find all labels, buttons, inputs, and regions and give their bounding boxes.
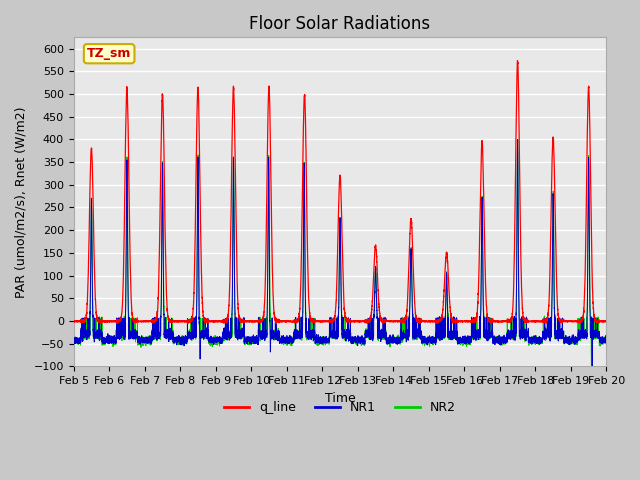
- NR1: [70, 338, 77, 344]
- NR1: [322, 337, 330, 343]
- NR1: [251, 340, 259, 346]
- Title: Floor Solar Radiations: Floor Solar Radiations: [250, 15, 431, 33]
- NR1: [580, 334, 588, 339]
- NR1: [459, 337, 467, 343]
- X-axis label: Time: Time: [324, 392, 355, 405]
- q_line: [251, 319, 259, 324]
- Y-axis label: PAR (umol/m2/s), Rnet (W/m2): PAR (umol/m2/s), Rnet (W/m2): [15, 106, 28, 298]
- q_line: [273, 321, 280, 327]
- NR1: [573, 337, 581, 343]
- NR1: [474, 329, 482, 335]
- q_line: [460, 319, 467, 324]
- NR1: [514, 137, 522, 143]
- q_line: [602, 319, 610, 324]
- NR2: [588, 362, 595, 368]
- q_line: [514, 58, 522, 63]
- Line: q_line: q_line: [74, 60, 606, 324]
- NR2: [514, 137, 522, 143]
- q_line: [580, 302, 588, 308]
- NR1: [602, 334, 610, 340]
- Text: TZ_sm: TZ_sm: [87, 47, 131, 60]
- NR2: [474, 332, 482, 338]
- q_line: [573, 318, 581, 324]
- Line: NR2: NR2: [74, 140, 606, 365]
- q_line: [474, 295, 482, 300]
- NR2: [459, 337, 467, 343]
- NR2: [70, 338, 77, 344]
- Line: NR1: NR1: [74, 140, 606, 366]
- NR2: [602, 338, 610, 344]
- NR2: [322, 341, 330, 347]
- Legend: q_line, NR1, NR2: q_line, NR1, NR2: [220, 396, 461, 420]
- NR2: [573, 339, 581, 345]
- NR2: [580, 331, 588, 337]
- NR1: [588, 363, 596, 369]
- q_line: [322, 318, 330, 324]
- NR2: [251, 340, 259, 346]
- q_line: [70, 318, 77, 324]
